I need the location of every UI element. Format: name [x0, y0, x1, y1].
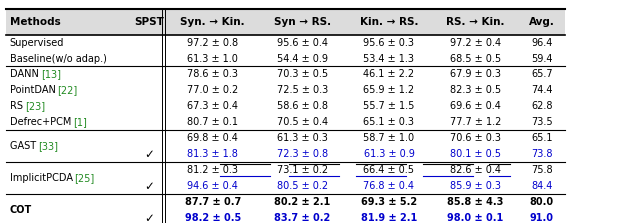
Text: 61.3 ± 0.3: 61.3 ± 0.3: [277, 133, 328, 143]
Text: PointDAN: PointDAN: [10, 85, 58, 95]
Text: 61.3 ± 0.9: 61.3 ± 0.9: [364, 149, 415, 159]
Text: 54.4 ± 0.9: 54.4 ± 0.9: [277, 54, 328, 64]
Text: 61.3 ± 1.0: 61.3 ± 1.0: [188, 54, 238, 64]
Text: 68.5 ± 0.5: 68.5 ± 0.5: [450, 54, 501, 64]
Text: SPST: SPST: [134, 17, 164, 27]
Text: 62.8: 62.8: [531, 101, 552, 111]
Text: 94.6 ± 0.4: 94.6 ± 0.4: [188, 181, 238, 191]
Text: 77.7 ± 1.2: 77.7 ± 1.2: [450, 117, 501, 127]
Text: [22]: [22]: [58, 85, 78, 95]
Text: 70.6 ± 0.3: 70.6 ± 0.3: [450, 133, 501, 143]
Text: 75.8: 75.8: [531, 165, 552, 175]
Text: [25]: [25]: [74, 173, 95, 183]
Text: Baseline(w/o adap.): Baseline(w/o adap.): [10, 54, 106, 64]
Text: 70.3 ± 0.5: 70.3 ± 0.5: [277, 69, 328, 79]
Text: 74.4: 74.4: [531, 85, 552, 95]
Text: 96.4: 96.4: [531, 37, 552, 47]
Text: Methods: Methods: [10, 17, 60, 27]
Text: 85.8 ± 4.3: 85.8 ± 4.3: [447, 197, 504, 207]
Text: 72.5 ± 0.3: 72.5 ± 0.3: [277, 85, 328, 95]
Text: Supervised: Supervised: [10, 37, 64, 47]
Text: 65.1 ± 0.3: 65.1 ± 0.3: [364, 117, 415, 127]
Text: 83.7 ± 0.2: 83.7 ± 0.2: [275, 213, 331, 223]
Text: ✓: ✓: [144, 148, 154, 161]
Text: 72.3 ± 0.8: 72.3 ± 0.8: [277, 149, 328, 159]
Text: 85.9 ± 0.3: 85.9 ± 0.3: [450, 181, 501, 191]
Text: 58.6 ± 0.8: 58.6 ± 0.8: [277, 101, 328, 111]
Text: ✓: ✓: [144, 180, 154, 193]
Text: 80.5 ± 0.2: 80.5 ± 0.2: [277, 181, 328, 191]
Text: 98.0 ± 0.1: 98.0 ± 0.1: [447, 213, 504, 223]
Text: [23]: [23]: [26, 101, 45, 111]
Text: 65.9 ± 1.2: 65.9 ± 1.2: [364, 85, 415, 95]
Text: 77.0 ± 0.2: 77.0 ± 0.2: [187, 85, 238, 95]
Text: 81.9 ± 2.1: 81.9 ± 2.1: [361, 213, 417, 223]
Text: 81.3 ± 1.8: 81.3 ± 1.8: [188, 149, 238, 159]
Text: DANN: DANN: [10, 69, 42, 79]
Text: 80.1 ± 0.5: 80.1 ± 0.5: [450, 149, 501, 159]
Text: COT: COT: [10, 205, 32, 215]
Text: 69.6 ± 0.4: 69.6 ± 0.4: [450, 101, 501, 111]
Text: 82.3 ± 0.5: 82.3 ± 0.5: [450, 85, 501, 95]
Text: Defrec+PCM: Defrec+PCM: [10, 117, 74, 127]
Text: 73.8: 73.8: [531, 149, 552, 159]
Text: [33]: [33]: [38, 141, 58, 151]
Text: 80.7 ± 0.1: 80.7 ± 0.1: [188, 117, 238, 127]
Text: 80.0: 80.0: [530, 197, 554, 207]
Text: 80.2 ± 2.1: 80.2 ± 2.1: [275, 197, 331, 207]
Text: 65.1: 65.1: [531, 133, 552, 143]
Text: RS: RS: [10, 101, 26, 111]
Text: 91.0: 91.0: [530, 213, 554, 223]
Text: 84.4: 84.4: [531, 181, 552, 191]
Text: 53.4 ± 1.3: 53.4 ± 1.3: [364, 54, 415, 64]
Text: 58.7 ± 1.0: 58.7 ± 1.0: [364, 133, 415, 143]
Text: [1]: [1]: [73, 117, 86, 127]
Text: 70.5 ± 0.4: 70.5 ± 0.4: [277, 117, 328, 127]
Text: [13]: [13]: [41, 69, 61, 79]
Text: ImplicitPCDA: ImplicitPCDA: [10, 173, 76, 183]
Text: 95.6 ± 0.3: 95.6 ± 0.3: [364, 37, 415, 47]
Text: 73.5: 73.5: [531, 117, 552, 127]
Text: Avg.: Avg.: [529, 17, 555, 27]
Text: ✓: ✓: [144, 212, 154, 223]
Text: 76.8 ± 0.4: 76.8 ± 0.4: [364, 181, 415, 191]
Text: 55.7 ± 1.5: 55.7 ± 1.5: [364, 101, 415, 111]
Text: 87.7 ± 0.7: 87.7 ± 0.7: [184, 197, 241, 207]
Text: 97.2 ± 0.8: 97.2 ± 0.8: [187, 37, 238, 47]
Text: 97.2 ± 0.4: 97.2 ± 0.4: [450, 37, 501, 47]
Text: 81.2 ± 0.3: 81.2 ± 0.3: [188, 165, 238, 175]
Text: 69.3 ± 5.2: 69.3 ± 5.2: [361, 197, 417, 207]
Text: Kin. → RS.: Kin. → RS.: [360, 17, 419, 27]
Text: 67.3 ± 0.4: 67.3 ± 0.4: [188, 101, 238, 111]
Text: 65.7: 65.7: [531, 69, 552, 79]
Text: 46.1 ± 2.2: 46.1 ± 2.2: [364, 69, 415, 79]
Text: 66.4 ± 0.5: 66.4 ± 0.5: [364, 165, 415, 175]
Text: 73.1 ± 0.2: 73.1 ± 0.2: [277, 165, 328, 175]
Text: Syn → RS.: Syn → RS.: [274, 17, 331, 27]
Text: 69.8 ± 0.4: 69.8 ± 0.4: [188, 133, 238, 143]
Text: GAST: GAST: [10, 141, 39, 151]
Text: 82.6 ± 0.4: 82.6 ± 0.4: [450, 165, 501, 175]
Text: 98.2 ± 0.5: 98.2 ± 0.5: [184, 213, 241, 223]
Text: 95.6 ± 0.4: 95.6 ± 0.4: [277, 37, 328, 47]
Text: 78.6 ± 0.3: 78.6 ± 0.3: [188, 69, 238, 79]
Text: 67.9 ± 0.3: 67.9 ± 0.3: [450, 69, 501, 79]
Text: 59.4: 59.4: [531, 54, 552, 64]
Text: Syn. → Kin.: Syn. → Kin.: [180, 17, 245, 27]
Text: RS. → Kin.: RS. → Kin.: [446, 17, 505, 27]
